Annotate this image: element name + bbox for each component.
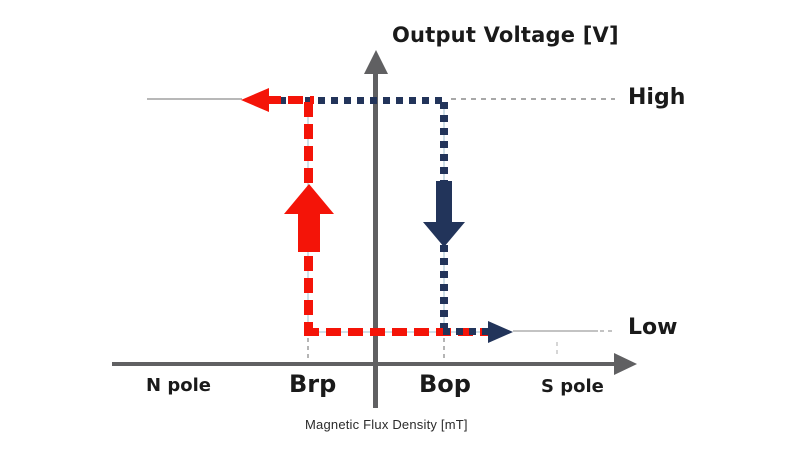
release-path-high-dashed-line: [266, 96, 314, 104]
release-arrowhead-left-icon: [241, 88, 269, 112]
release-up-arrow-icon: [298, 212, 320, 252]
high-level-guide-left-line: [147, 98, 242, 100]
operate-arrowhead-right-icon: [488, 321, 513, 343]
low-level-guide-dashes: [600, 330, 616, 332]
s-pole-tick-dashed-line: [556, 342, 558, 357]
high-level-label: High: [628, 85, 686, 110]
release-up-arrowhead-icon: [284, 184, 334, 214]
low-level-guide-line: [513, 330, 598, 332]
operate-down-arrow-icon: [436, 181, 452, 225]
operate-path-low-dotted-line: [443, 328, 489, 335]
s-pole-label: S pole: [541, 376, 604, 397]
high-level-guide-right-dashed-line: [451, 98, 615, 100]
bop-tick-dashed-line: [443, 338, 445, 360]
operate-down-arrowhead-icon: [423, 222, 465, 247]
x-axis-arrowhead-icon: [614, 353, 637, 375]
brp-tick-dashed-line: [307, 338, 309, 360]
x-axis-caption: Magnetic Flux Density [mT]: [305, 417, 468, 432]
n-pole-label: N pole: [146, 375, 211, 396]
operate-path-high-dotted-line: [266, 97, 448, 104]
y-axis-title: Output Voltage [V]: [392, 23, 619, 47]
y-axis-line: [373, 68, 378, 408]
release-path-low-dashed-line: [304, 328, 492, 336]
low-level-label: Low: [628, 315, 678, 340]
x-axis-line: [112, 362, 617, 366]
y-axis-arrowhead-icon: [364, 50, 388, 74]
brp-threshold-label: Brp: [289, 370, 337, 398]
bop-threshold-label: Bop: [419, 370, 471, 398]
